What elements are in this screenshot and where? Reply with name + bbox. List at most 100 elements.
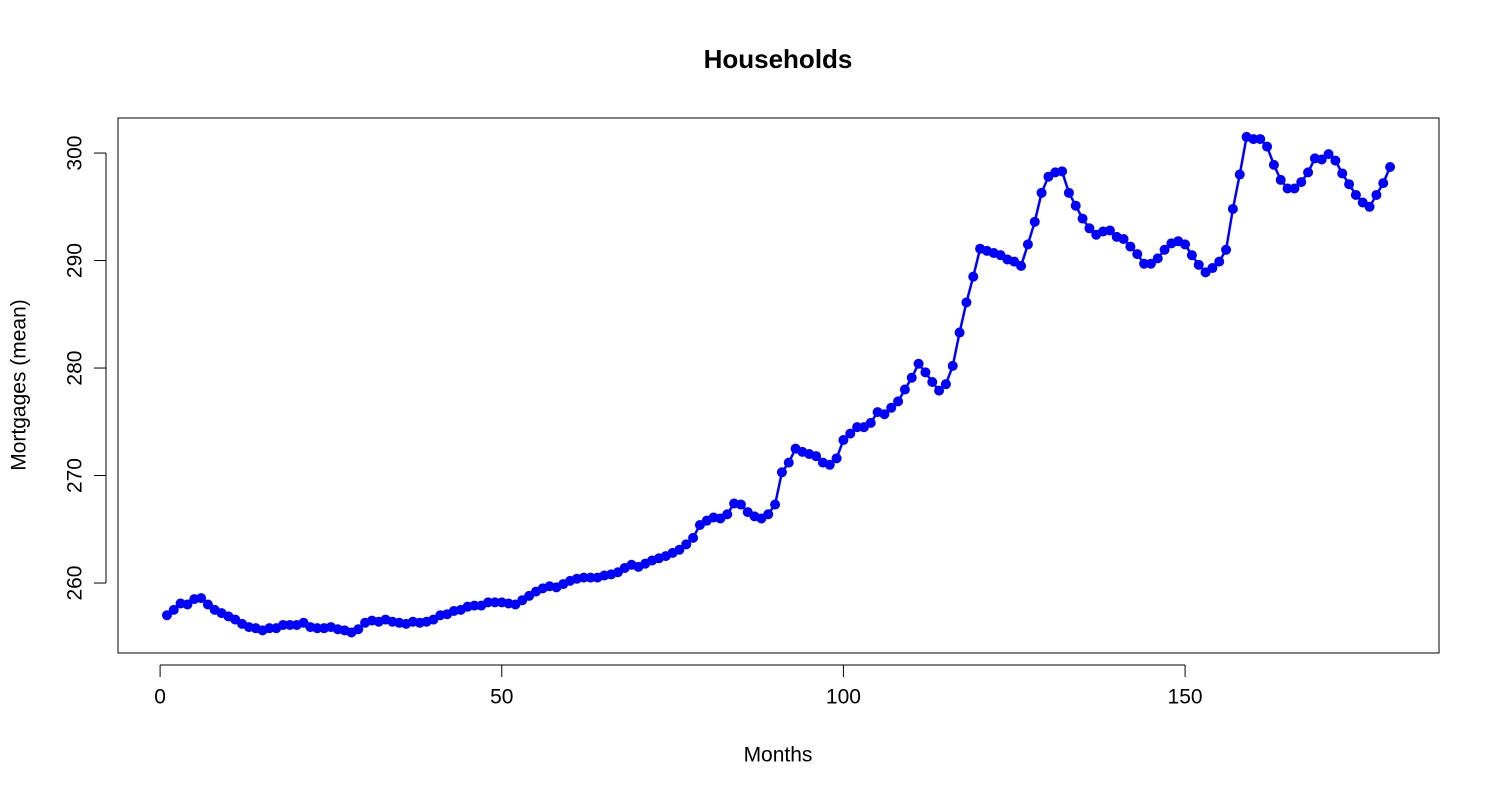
y-tick-label: 270 xyxy=(64,458,87,493)
data-point xyxy=(838,435,849,446)
data-point xyxy=(1118,234,1129,245)
x-axis-label: Months xyxy=(744,744,813,767)
data-point xyxy=(284,619,295,630)
data-point xyxy=(1275,174,1286,185)
data-point xyxy=(1125,241,1136,252)
data-point xyxy=(1234,169,1245,180)
data-point xyxy=(811,451,822,462)
data-point xyxy=(1029,216,1040,227)
data-point xyxy=(1070,200,1081,211)
data-point xyxy=(312,623,323,634)
data-point xyxy=(674,544,685,555)
chart-title: Households xyxy=(704,44,853,74)
data-point xyxy=(1193,259,1204,270)
data-point xyxy=(1344,179,1355,190)
data-point xyxy=(1385,162,1396,173)
data-point xyxy=(353,624,364,635)
x-tick-label: 50 xyxy=(490,686,513,709)
y-tick-label: 260 xyxy=(64,565,87,600)
data-point xyxy=(954,327,965,338)
data-point xyxy=(947,360,958,371)
data-point xyxy=(886,402,897,413)
data-point xyxy=(1330,155,1341,166)
data-point xyxy=(688,532,699,543)
x-tick-label: 150 xyxy=(1168,686,1203,709)
data-point xyxy=(1084,223,1095,234)
data-point xyxy=(1159,244,1170,255)
data-point xyxy=(893,396,904,407)
data-point xyxy=(879,409,890,420)
data-point xyxy=(899,384,910,395)
data-point xyxy=(1077,213,1088,224)
data-point xyxy=(1214,256,1225,267)
data-point xyxy=(578,572,589,583)
data-point xyxy=(934,385,945,396)
data-point xyxy=(1180,239,1191,250)
data-point xyxy=(920,367,931,378)
y-tick-label: 300 xyxy=(64,136,87,171)
data-point xyxy=(776,467,787,478)
data-point xyxy=(1268,159,1279,170)
data-point xyxy=(1350,189,1361,200)
data-point xyxy=(1371,189,1382,200)
data-point xyxy=(1139,258,1150,269)
y-tick-label: 280 xyxy=(64,351,87,386)
data-point xyxy=(1303,167,1314,178)
data-point xyxy=(585,572,596,583)
data-point xyxy=(913,358,924,369)
data-point xyxy=(763,509,774,520)
data-point xyxy=(770,499,781,510)
data-point xyxy=(831,453,842,464)
data-point xyxy=(1221,244,1232,255)
data-point xyxy=(1132,249,1143,260)
data-point xyxy=(1289,183,1300,194)
data-point xyxy=(168,604,179,615)
data-point xyxy=(1227,203,1238,214)
data-point xyxy=(1016,260,1027,271)
data-point xyxy=(845,428,856,439)
data-point xyxy=(161,610,172,621)
plot-frame xyxy=(117,117,1440,654)
data-point xyxy=(1282,183,1293,194)
data-point xyxy=(940,379,951,390)
data-point xyxy=(1145,258,1156,269)
data-point xyxy=(1316,154,1327,165)
data-point xyxy=(1022,239,1033,250)
data-point xyxy=(1323,149,1334,160)
y-tick-label: 290 xyxy=(64,243,87,278)
data-point xyxy=(1152,253,1163,264)
data-point xyxy=(264,623,275,634)
data-point xyxy=(852,422,863,433)
data-point xyxy=(865,417,876,428)
data-point xyxy=(1063,187,1074,198)
data-point xyxy=(927,377,938,388)
data-point xyxy=(1057,166,1068,177)
data-point xyxy=(202,599,213,610)
data-point xyxy=(1364,201,1375,212)
data-point xyxy=(961,297,972,308)
data-point xyxy=(681,539,692,550)
data-point xyxy=(1262,141,1273,152)
data-point xyxy=(483,597,494,608)
data-point xyxy=(489,597,500,608)
series-line xyxy=(166,135,1392,634)
data-point xyxy=(906,372,917,383)
data-point xyxy=(1378,178,1389,189)
data-point xyxy=(469,600,480,611)
data-point xyxy=(278,619,289,630)
data-point xyxy=(722,509,733,520)
data-point xyxy=(1337,168,1348,179)
data-point xyxy=(1248,134,1259,145)
x-tick-label: 0 xyxy=(154,686,166,709)
data-point xyxy=(1186,250,1197,261)
y-axis-label: Mortgages (mean) xyxy=(8,299,31,471)
data-point xyxy=(1104,225,1115,236)
data-point xyxy=(824,459,835,470)
data-point xyxy=(1296,177,1307,188)
x-tick-label: 100 xyxy=(826,686,861,709)
data-point xyxy=(182,599,193,610)
data-point xyxy=(1255,134,1266,145)
data-point xyxy=(783,457,794,468)
data-point xyxy=(1036,187,1047,198)
